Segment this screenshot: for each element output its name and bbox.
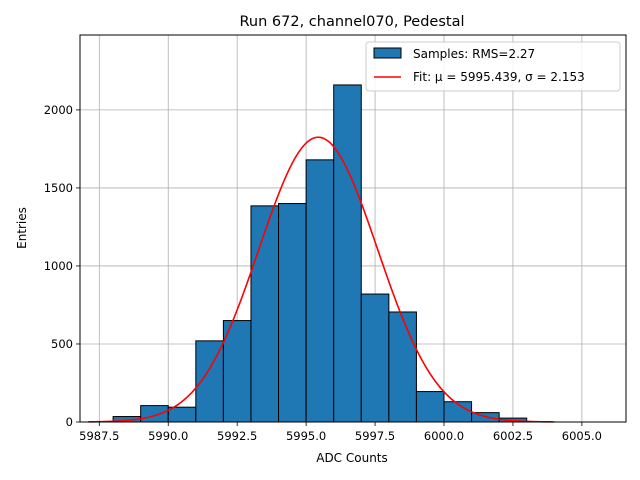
y-tick-label: 1000 <box>44 259 73 273</box>
histogram-bar <box>278 203 307 423</box>
histogram-bar <box>333 84 362 423</box>
histogram-bar <box>167 406 197 423</box>
histogram-bar <box>222 320 252 423</box>
plot-area-frame <box>79 34 627 423</box>
histogram-bar <box>250 205 280 423</box>
histogram-bar <box>305 159 335 423</box>
legend-swatch-histogram <box>373 47 402 59</box>
x-axis-ticks: 5987.5 5990.0 5992.5 5995.0 5997.5 6000.0 6002… <box>79 422 602 443</box>
histogram-bars <box>112 84 528 423</box>
histogram-bar <box>415 391 445 423</box>
y-tick-label: 1500 <box>44 181 73 195</box>
y-tick-label: 0 <box>66 415 73 429</box>
y-tick-label: 500 <box>51 337 73 351</box>
gaussian-fit-curve <box>88 136 555 423</box>
y-tick-label: 2000 <box>44 103 73 117</box>
chart-title: Run 672, channel070, Pedestal <box>239 14 464 30</box>
legend: Samples: RMS=2.27 Fit: μ = 5995.439, σ =… <box>365 41 621 92</box>
x-tick-label: 6002.5 <box>493 429 533 443</box>
x-tick-label: 5990.0 <box>148 429 188 443</box>
histogram-bar <box>388 311 417 423</box>
legend-label-fit: Fit: μ = 5995.439, σ = 2.153 <box>413 70 585 84</box>
x-axis-label: ADC Counts <box>316 451 388 465</box>
histogram-bar <box>360 293 390 423</box>
x-tick-label: 5997.5 <box>355 429 395 443</box>
x-tick-label: 5992.5 <box>217 429 257 443</box>
histogram-bar <box>140 405 169 423</box>
x-tick-label: 6005.0 <box>562 429 602 443</box>
x-tick-label: 5987.5 <box>79 429 119 443</box>
y-axis-label: Entries <box>15 207 29 249</box>
y-axis-ticks: 0 500 1000 1500 2000 <box>44 103 80 429</box>
legend-box <box>365 41 621 92</box>
x-tick-label: 6000.0 <box>424 429 464 443</box>
histogram-bar <box>195 340 224 423</box>
legend-label-histogram: Samples: RMS=2.27 <box>413 47 535 61</box>
x-tick-label: 5995.0 <box>286 429 326 443</box>
